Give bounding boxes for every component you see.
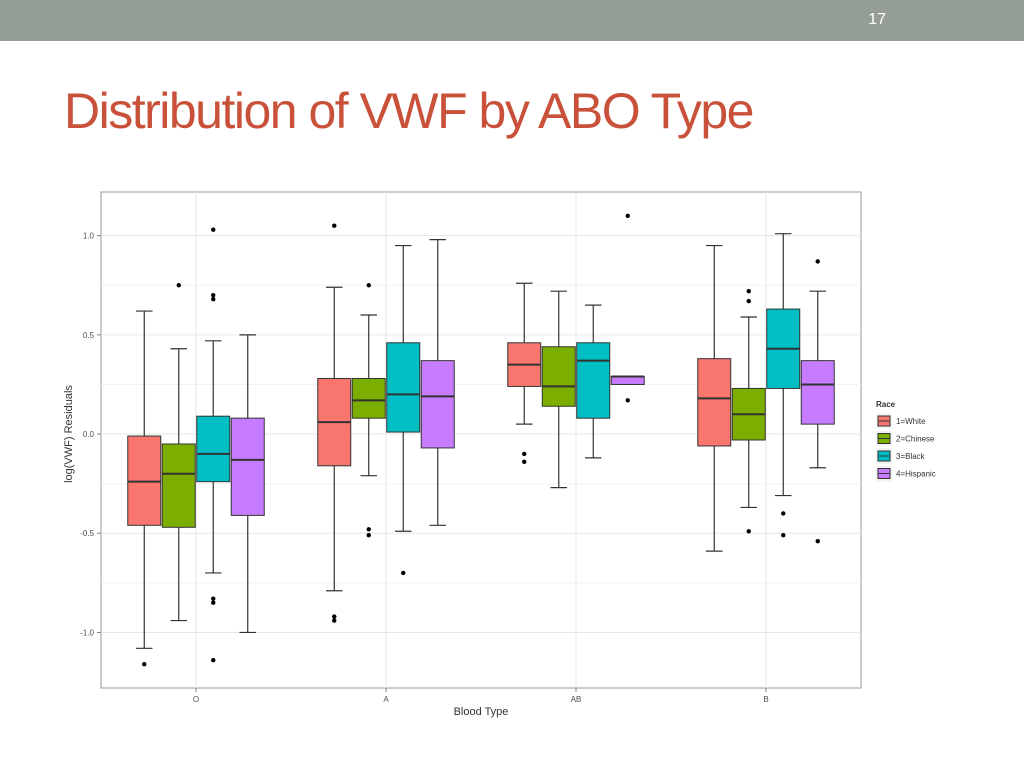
outlier-point bbox=[332, 223, 337, 228]
outlier-point bbox=[211, 596, 216, 601]
outlier-point bbox=[815, 538, 820, 544]
outlier-point bbox=[815, 259, 820, 264]
y-tick-label: -0.5 bbox=[80, 529, 94, 538]
box-body bbox=[576, 342, 611, 419]
slide-number: 17 bbox=[868, 11, 886, 28]
outlier-point bbox=[401, 570, 406, 576]
box-body bbox=[386, 342, 421, 433]
box-body bbox=[420, 360, 455, 449]
outlier-point bbox=[176, 283, 181, 288]
box-body bbox=[610, 376, 645, 385]
legend-title: Race bbox=[876, 400, 896, 409]
box-body bbox=[230, 417, 265, 516]
outlier-point bbox=[211, 292, 216, 298]
outlier-point bbox=[746, 289, 751, 294]
y-tick-label: 0.5 bbox=[83, 331, 95, 340]
outlier-point bbox=[366, 533, 371, 538]
outlier-point bbox=[746, 529, 751, 534]
box-body bbox=[196, 415, 231, 483]
outlier-point bbox=[142, 661, 147, 667]
box-body bbox=[541, 346, 576, 407]
outlier-point bbox=[332, 614, 337, 619]
outlier-point bbox=[211, 600, 216, 605]
legend-label: 3=Black bbox=[896, 452, 926, 461]
x-tick-label: AB bbox=[571, 695, 582, 704]
x-tick-label: A bbox=[383, 695, 389, 704]
y-tick-label: 0.0 bbox=[83, 430, 95, 439]
slide-title: Distribution of VWF by ABO Type bbox=[64, 83, 754, 139]
outlier-point bbox=[211, 296, 216, 302]
box-body bbox=[800, 360, 835, 425]
x-tick-label: B bbox=[763, 695, 768, 704]
outlier-point bbox=[781, 511, 786, 516]
outlier-point bbox=[211, 227, 216, 232]
outlier-point bbox=[746, 298, 751, 304]
outlier-point bbox=[332, 618, 337, 623]
outlier-point bbox=[366, 527, 371, 532]
legend-label: 2=Chinese bbox=[896, 435, 935, 444]
outlier-point bbox=[625, 213, 630, 219]
x-tick-label: O bbox=[193, 695, 199, 704]
y-tick-label: -1.0 bbox=[80, 628, 94, 637]
box-body bbox=[161, 443, 196, 528]
outlier-point bbox=[522, 451, 527, 457]
y-axis-title: log(VWF) Residuals bbox=[63, 385, 75, 483]
legend-label: 4=Hispanic bbox=[896, 470, 936, 479]
outlier-point bbox=[781, 533, 786, 538]
outlier-point bbox=[522, 459, 527, 465]
top-bar: 17 bbox=[0, 0, 1024, 41]
y-tick-label: 1.0 bbox=[83, 232, 95, 241]
outlier-point bbox=[366, 283, 371, 288]
x-axis-title: Blood Type bbox=[454, 706, 509, 718]
outlier-point bbox=[625, 398, 630, 403]
box-body bbox=[351, 377, 386, 419]
box-body bbox=[697, 358, 732, 447]
outlier-point bbox=[211, 658, 216, 663]
legend-label: 1=White bbox=[896, 417, 926, 426]
